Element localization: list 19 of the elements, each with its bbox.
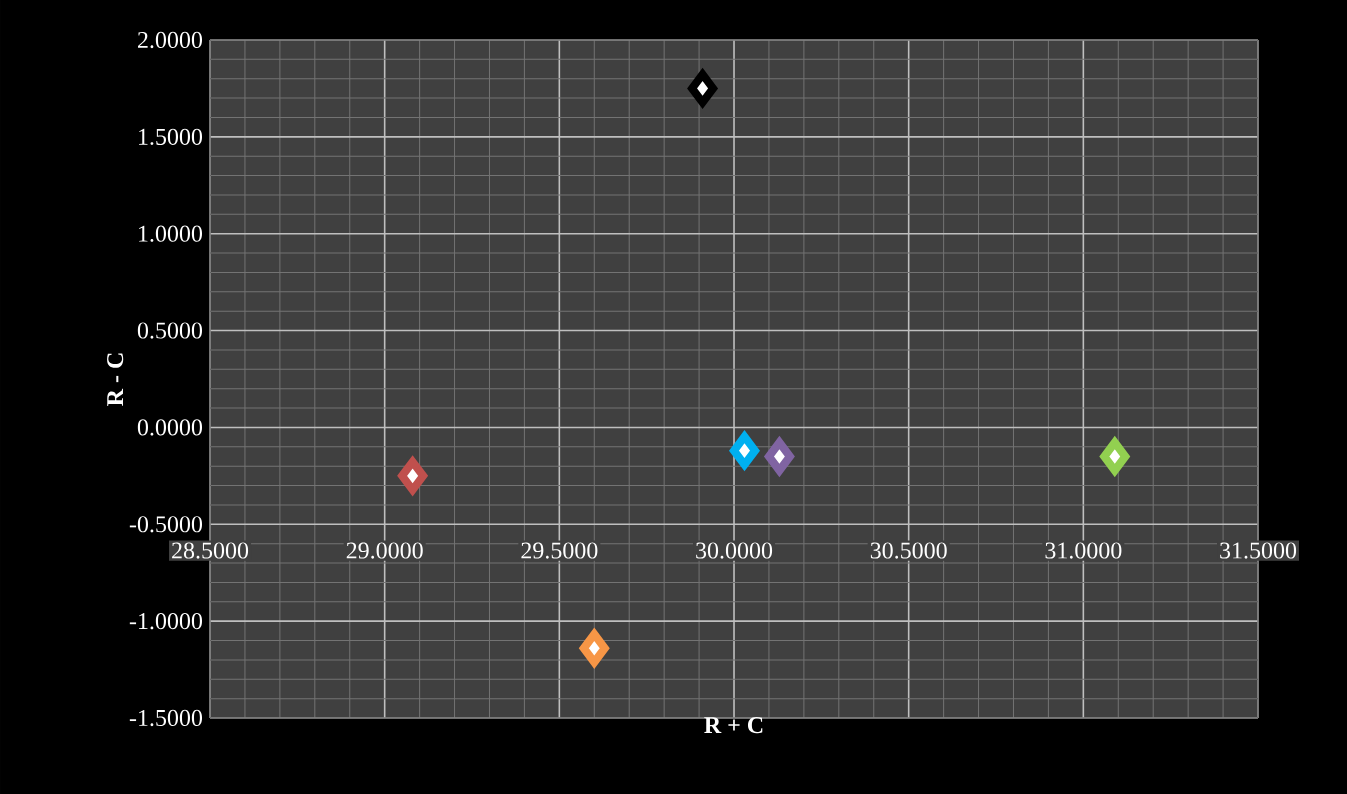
x-tick-label: 29.0000 (346, 542, 423, 559)
y-tick-label: 0.0000 (137, 419, 203, 436)
x-axis-title: R + C (704, 717, 763, 734)
point (687, 68, 718, 109)
y-tick-label: 1.5000 (139, 128, 203, 146)
point (764, 436, 795, 477)
x-tick-label: 28.5000 (172, 542, 249, 559)
y-tick-label: -1.5000 (129, 709, 203, 727)
x-tick-label: 30.5000 (870, 542, 947, 559)
y-tick-label: -0.5000 (129, 516, 203, 533)
x-tick-label: 31.5000 (1220, 542, 1297, 559)
y-tick-label: 1.0000 (139, 225, 203, 242)
y-tick-label: 0.5000 (137, 322, 203, 339)
y-axis-title: R - C (107, 353, 124, 406)
x-tick-label: 31.0000 (1045, 542, 1122, 559)
x-tick-label: 29.5000 (521, 542, 598, 559)
x-tick-label: 30.0000 (696, 542, 773, 559)
y-tick-label: -1.0000 (129, 612, 203, 630)
y-tick-label: 2.0000 (138, 31, 203, 49)
